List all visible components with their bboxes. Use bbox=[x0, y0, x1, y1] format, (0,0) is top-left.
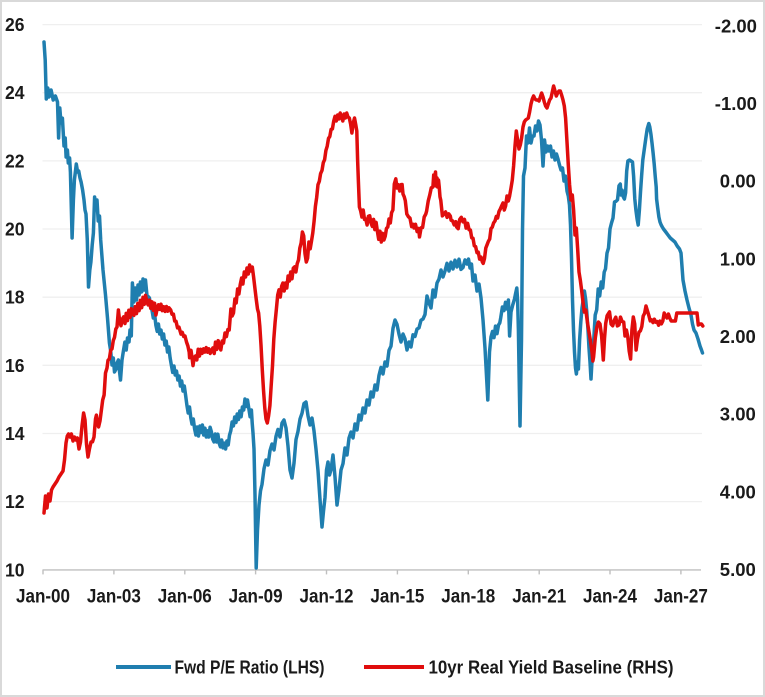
svg-text:Fwd P/E Ratio (LHS): Fwd P/E Ratio (LHS) bbox=[175, 657, 325, 678]
svg-text:16: 16 bbox=[5, 355, 25, 376]
svg-text:10yr Real Yield Baseline (RHS): 10yr Real Yield Baseline (RHS) bbox=[429, 657, 674, 678]
svg-text:-1.00: -1.00 bbox=[715, 93, 757, 114]
svg-text:Jan-27: Jan-27 bbox=[654, 586, 708, 608]
svg-text:-2.00: -2.00 bbox=[715, 15, 757, 36]
svg-text:3.00: 3.00 bbox=[720, 404, 756, 425]
svg-text:Jan-15: Jan-15 bbox=[370, 586, 424, 608]
svg-text:12: 12 bbox=[5, 491, 25, 512]
svg-text:Jan-24: Jan-24 bbox=[583, 586, 637, 608]
svg-text:20: 20 bbox=[5, 219, 25, 240]
svg-text:Jan-03: Jan-03 bbox=[87, 586, 141, 608]
svg-text:24: 24 bbox=[5, 82, 25, 103]
svg-text:10: 10 bbox=[5, 559, 25, 580]
svg-text:0.00: 0.00 bbox=[720, 171, 756, 192]
svg-text:22: 22 bbox=[5, 150, 25, 171]
svg-text:5.00: 5.00 bbox=[720, 559, 756, 580]
svg-text:4.00: 4.00 bbox=[720, 481, 756, 502]
svg-text:Jan-12: Jan-12 bbox=[300, 586, 354, 608]
svg-text:Jan-21: Jan-21 bbox=[512, 586, 566, 608]
svg-text:18: 18 bbox=[5, 287, 25, 308]
svg-text:1.00: 1.00 bbox=[720, 248, 756, 269]
svg-text:Jan-00: Jan-00 bbox=[16, 586, 70, 608]
svg-text:2.00: 2.00 bbox=[720, 326, 756, 347]
svg-text:26: 26 bbox=[5, 14, 25, 35]
svg-text:Jan-06: Jan-06 bbox=[158, 586, 212, 608]
svg-text:Jan-18: Jan-18 bbox=[441, 586, 495, 608]
svg-text:14: 14 bbox=[5, 423, 25, 444]
svg-text:Jan-09: Jan-09 bbox=[229, 586, 283, 608]
